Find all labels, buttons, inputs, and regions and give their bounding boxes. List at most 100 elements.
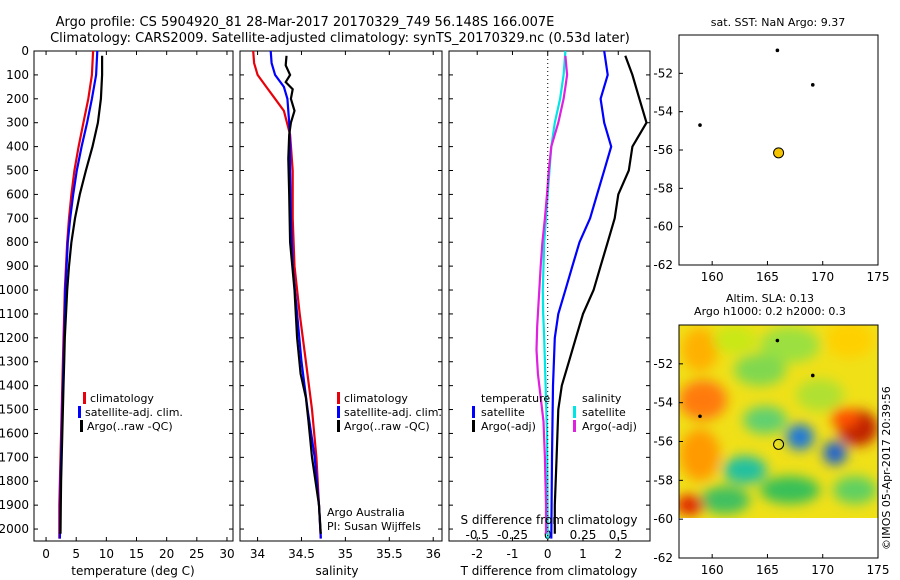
- salinity-x-ticks: 34 34.5 35 35.5 36: [250, 51, 441, 561]
- y-tick-label: 1400: [0, 379, 29, 393]
- title-line-1: Argo profile: CS 5904920_81 28-Mar-2017 …: [56, 15, 555, 30]
- legend-label-climatology: climatology: [344, 392, 408, 405]
- x-tick-label: 30: [219, 547, 234, 561]
- legend-swatch-climatology: [83, 392, 86, 404]
- y-tick-label: 100: [6, 68, 29, 82]
- sla-map-marks: [698, 338, 815, 450]
- y-tick-label: 400: [6, 140, 29, 154]
- x-tick-label: -2: [471, 547, 483, 561]
- map-y-tick-label: -58: [653, 473, 673, 487]
- legend-swatch-t-argo: [472, 420, 475, 432]
- map-y-tick-label: -62: [653, 551, 673, 565]
- map-y-tick-label: -62: [653, 258, 673, 272]
- x-tick-label: 34.5: [288, 547, 315, 561]
- series-line-3: [535, 55, 569, 534]
- legend-label-satellite-adj: satellite-adj. clim.: [344, 406, 442, 419]
- legend-label-t-argo: Argo(-adj): [481, 420, 536, 433]
- x-tick-label: 35: [338, 547, 353, 561]
- sla-patch: [679, 495, 704, 515]
- x-tick-label: 1: [579, 547, 587, 561]
- legend-label-argo: Argo(..raw -QC): [87, 420, 173, 433]
- legend-swatch-climatology: [337, 392, 340, 404]
- difference-legend: temperature salinity satellite Argo(-adj…: [472, 392, 637, 433]
- x-tick-label: 25: [189, 547, 204, 561]
- sla-patch: [723, 456, 767, 484]
- salinity-xlabel: salinity: [315, 564, 358, 578]
- salinity-legend: climatology satellite-adj. clim. Argo(..…: [337, 392, 442, 433]
- y-tick-label: 1300: [0, 355, 29, 369]
- map-y-tick-label: -54: [653, 396, 673, 410]
- legend-label-s-satellite: satellite: [582, 406, 626, 419]
- map-x-tick-label: 160: [701, 270, 724, 284]
- y-tick-label: 0: [21, 44, 29, 58]
- temperature-series: [58, 51, 104, 539]
- x-tick-label: 0: [42, 547, 50, 561]
- map-y-tick-label: -52: [653, 66, 673, 80]
- legend-label-t-satellite: satellite: [481, 406, 525, 419]
- map-x-tick-label: 175: [867, 563, 890, 577]
- x-tick-label: 10: [99, 547, 114, 561]
- salinity-panel-frame: [239, 50, 443, 542]
- sla-map-title-2: Argo h1000: 0.2 h2000: 0.3: [694, 305, 846, 318]
- sla-patch: [760, 476, 820, 504]
- sla-patch: [743, 406, 787, 434]
- difference-series: [535, 51, 648, 541]
- sla-patch: [831, 408, 859, 428]
- sla-map-ticks: 160 165 170 175 -52 -54 -56 -58 -60 -62: [653, 357, 889, 577]
- sla-patch: [833, 476, 877, 504]
- legend-swatch-s-satellite: [573, 406, 576, 418]
- series-line-2: [284, 55, 322, 534]
- title-line-2: Climatology: CARS2009. Satellite-adjuste…: [50, 31, 630, 46]
- sla-patch: [826, 325, 874, 358]
- difference-xlabel-top: S difference from climatology: [461, 513, 638, 527]
- map-x-tick-label: 170: [811, 563, 834, 577]
- series-line-1: [269, 51, 322, 539]
- y-tick-label: 1900: [0, 498, 29, 512]
- x-tick-label: 5: [72, 547, 80, 561]
- legend-swatch-satellite-adj: [337, 406, 340, 418]
- series-line-2: [59, 55, 104, 534]
- y-tick-label: 900: [6, 259, 29, 273]
- legend-swatch-s-argo: [573, 420, 576, 432]
- map-y-tick-label: -60: [653, 512, 673, 526]
- island-mark: [775, 338, 780, 343]
- y-tick-label: 500: [6, 164, 29, 178]
- map-y-tick-label: -56: [653, 435, 673, 449]
- map-y-tick-label: -58: [653, 181, 673, 195]
- x-tick-label: -1: [506, 547, 518, 561]
- map-x-tick-label: 165: [756, 270, 779, 284]
- map-x-tick-label: 160: [701, 563, 724, 577]
- annotation-pi: PI: Susan Wijffels: [327, 520, 421, 533]
- series-line-2: [541, 51, 567, 539]
- legend-label-climatology: climatology: [90, 392, 154, 405]
- depth-axis: 0 100 200 300 400 500 600 700 800 900 1000 1100 1200…: [0, 44, 650, 536]
- sst-map-title: sat. SST: NaN Argo: 9.37: [711, 16, 845, 29]
- salinity-diff-tick-label: -0.25: [497, 528, 528, 542]
- x-tick-label: 35.5: [376, 547, 403, 561]
- y-tick-label: 1800: [0, 474, 29, 488]
- x-tick-label: 34: [250, 547, 265, 561]
- map-x-tick-label: 170: [811, 270, 834, 284]
- salinity-diff-tick-label: 0.25: [570, 528, 597, 542]
- y-tick-label: 300: [6, 116, 29, 130]
- sla-heatmap: [679, 325, 878, 518]
- island-mark: [698, 123, 702, 127]
- annotation-argo-australia: Argo Australia: [327, 506, 405, 519]
- map-y-tick-label: -56: [653, 143, 673, 157]
- island-mark: [810, 83, 815, 87]
- temperature-panel-frame: [33, 50, 234, 542]
- sla-patch: [680, 429, 720, 481]
- y-tick-label: 600: [6, 187, 29, 201]
- y-tick-label: 200: [6, 92, 29, 106]
- legend-label-s-argo: Argo(-adj): [582, 420, 637, 433]
- salinity-diff-tick-label: -0.5: [465, 528, 488, 542]
- sla-patch: [796, 379, 844, 411]
- series-line-0: [550, 51, 613, 539]
- difference-panel-frame: [448, 50, 651, 542]
- x-tick-label: 0: [544, 547, 552, 561]
- island-mark: [775, 48, 780, 53]
- sla-field: [679, 325, 878, 515]
- legend-swatch-argo: [80, 420, 83, 432]
